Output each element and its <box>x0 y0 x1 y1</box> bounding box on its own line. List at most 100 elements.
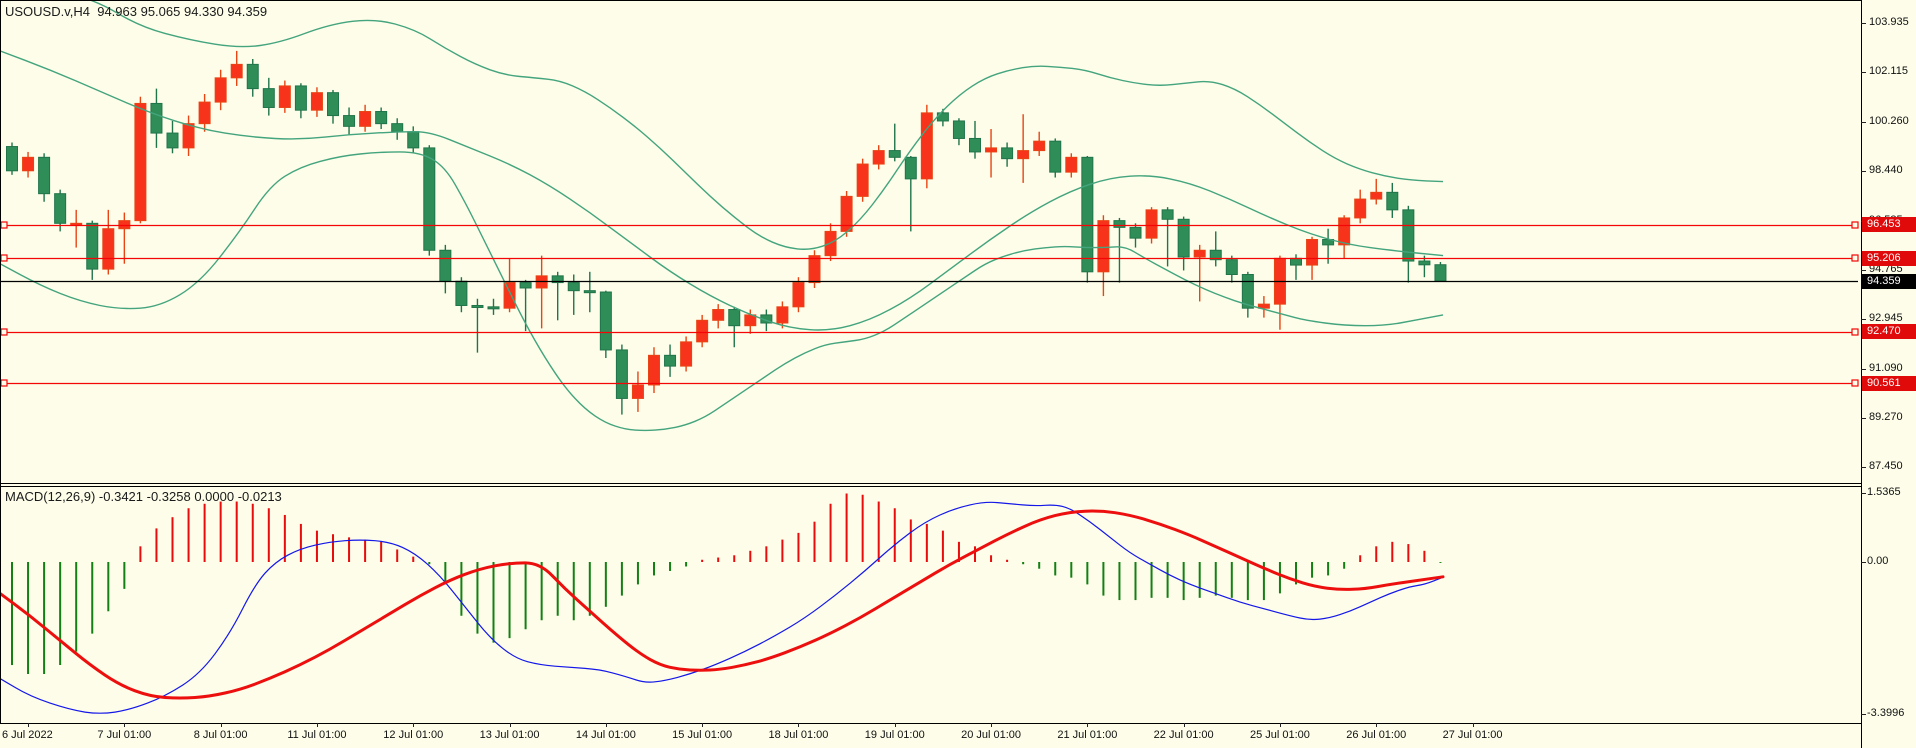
candle-body <box>1209 249 1222 261</box>
price-tick-label: 98.440 <box>1869 164 1903 177</box>
price-tick-label: 102.115 <box>1869 65 1908 78</box>
time-axis-label: 14 Jul 01:00 <box>575 729 636 741</box>
line-drag-handle[interactable] <box>1851 254 1859 262</box>
price-tick-mark <box>1861 121 1866 123</box>
candle-body <box>134 102 147 222</box>
price-level-tag[interactable]: 96.453 <box>1862 217 1916 233</box>
candle-body <box>86 222 99 270</box>
candle-body <box>696 319 709 343</box>
macd-tick-label: -3.3996 <box>1867 707 1905 720</box>
candle-body <box>246 63 259 90</box>
line-drag-handle[interactable] <box>1851 379 1859 387</box>
candle-body <box>664 354 677 367</box>
candle-body <box>904 156 917 180</box>
candle-body <box>294 85 307 111</box>
price-axis[interactable]: 103.935102.115100.26098.44096.58594.7659… <box>1861 0 1916 748</box>
line-drag-handle[interactable] <box>0 221 8 229</box>
candle-body <box>1033 140 1046 152</box>
time-tick-mark <box>1183 723 1185 727</box>
line-drag-handle[interactable] <box>0 379 8 387</box>
time-tick-mark <box>605 723 607 727</box>
macd-histogram <box>11 493 1442 674</box>
candle-body <box>310 92 323 111</box>
time-tick-mark <box>798 723 800 727</box>
current-price-tag[interactable]: 94.359 <box>1862 273 1916 289</box>
candle-body <box>888 150 901 158</box>
candle-body <box>214 77 227 103</box>
candle-body <box>808 255 821 284</box>
candle-body <box>6 146 18 172</box>
candle-body <box>262 88 275 108</box>
time-axis-label: 8 Jul 01:00 <box>193 729 248 741</box>
time-axis-label: 6 Jul 2022 <box>2 729 53 741</box>
candle-body <box>551 275 564 284</box>
indicator-label-macd: MACD(12,26,9) -0.3421 -0.3258 0.0000 -0.… <box>5 489 282 504</box>
time-axis-label: 26 Jul 01:00 <box>1346 729 1407 741</box>
candle-body <box>583 290 596 294</box>
candle-body <box>1177 218 1190 258</box>
price-tick-label: 87.450 <box>1869 460 1903 473</box>
candle-body <box>1001 147 1014 160</box>
candle-body <box>1225 259 1238 276</box>
candle-body <box>182 123 195 149</box>
candle-body <box>230 63 243 79</box>
price-tick-mark <box>1861 269 1866 271</box>
candle-body <box>631 384 644 399</box>
time-axis-label: 25 Jul 01:00 <box>1249 729 1310 741</box>
candle-body <box>423 147 436 251</box>
price-tick-mark <box>1861 368 1866 370</box>
bollinger-upper-band <box>88 0 1444 250</box>
price-level-tag[interactable]: 92.470 <box>1862 324 1916 340</box>
candle-body <box>1257 303 1270 309</box>
candle-body <box>969 137 981 153</box>
macd-line <box>0 501 1444 714</box>
price-tick-label: 89.270 <box>1869 411 1903 424</box>
macd-tick-mark <box>1861 713 1866 715</box>
time-axis-label: 19 Jul 01:00 <box>864 729 925 741</box>
time-axis-label: 13 Jul 01:00 <box>479 729 540 741</box>
candle-body <box>327 92 339 117</box>
price-tick-label: 94.765 <box>1869 263 1903 276</box>
candle-body <box>118 220 131 230</box>
candle-body <box>150 102 163 134</box>
time-axis-label: 11 Jul 01:00 <box>287 729 347 741</box>
candle-body <box>1129 226 1142 239</box>
line-drag-handle[interactable] <box>1851 328 1859 336</box>
time-axis-label: 22 Jul 01:00 <box>1153 729 1214 741</box>
time-tick-mark <box>1087 723 1089 727</box>
candle-body <box>856 163 869 197</box>
candle-body <box>840 195 853 232</box>
time-axis[interactable]: 6 Jul 2022 7 Jul 01:00 8 Jul 01:00 11 Jul 0… <box>0 723 1916 748</box>
candle-body <box>1081 156 1094 273</box>
price-level-tag[interactable]: 90.561 <box>1862 375 1916 391</box>
price-tick-mark <box>1861 318 1866 320</box>
time-tick-mark <box>413 723 415 727</box>
candle-body <box>1434 264 1447 282</box>
price-tick-mark <box>1861 170 1866 172</box>
macd-tick-mark <box>1861 561 1866 563</box>
time-tick-mark <box>28 723 30 727</box>
time-axis-label: 20 Jul 01:00 <box>961 729 1022 741</box>
candle-body <box>1418 260 1431 266</box>
price-tick-label: 103.935 <box>1869 16 1909 29</box>
line-drag-handle[interactable] <box>0 328 8 336</box>
line-drag-handle[interactable] <box>0 254 8 262</box>
candle-body <box>54 193 67 224</box>
time-axis-label: 15 Jul 01:00 <box>672 729 733 741</box>
candle-body <box>920 112 933 180</box>
panel-borders <box>0 0 1862 748</box>
price-level-tag[interactable]: 95.206 <box>1862 250 1916 266</box>
candle-body <box>1161 209 1174 220</box>
horizontal-lines <box>0 221 1859 387</box>
candle-body <box>952 120 965 139</box>
price-tick-mark <box>1861 417 1866 419</box>
candle-body <box>1097 220 1110 273</box>
candlesticks <box>6 50 1447 415</box>
line-drag-handle[interactable] <box>1851 221 1859 229</box>
time-axis-label: 21 Jul 01:00 <box>1057 729 1118 741</box>
bollinger-middle-band <box>0 50 1444 331</box>
candle-body <box>1290 257 1302 266</box>
candle-body <box>680 341 693 367</box>
